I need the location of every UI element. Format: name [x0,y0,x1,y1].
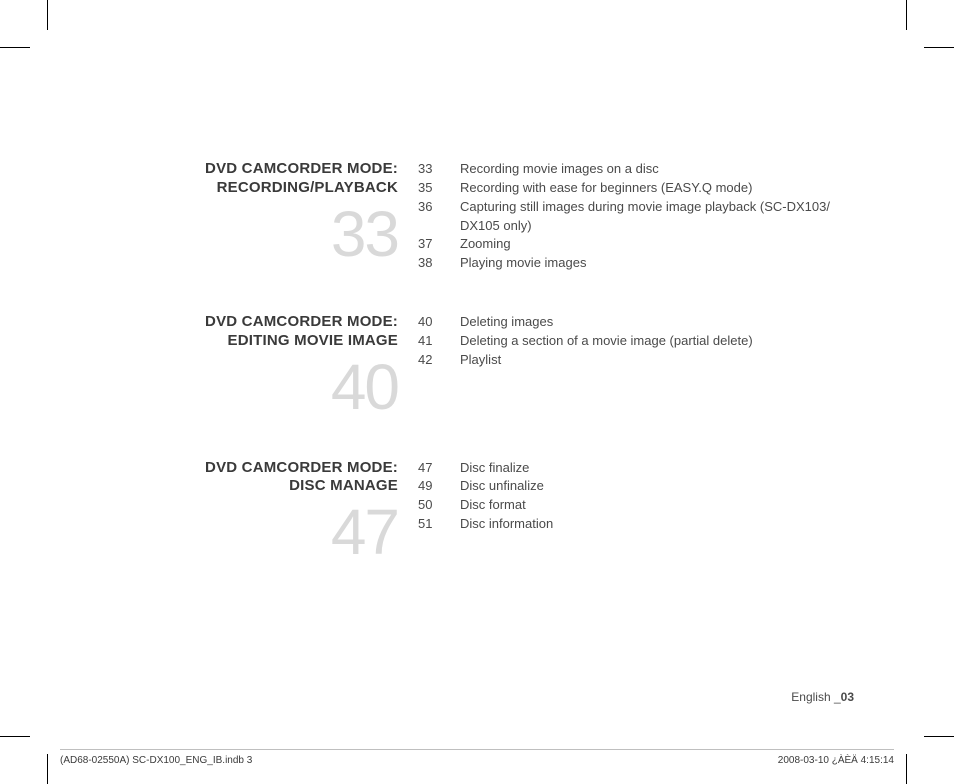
toc-entry-label: Disc unfinalize [460,477,858,496]
toc-section: DVD CAMCORDER MODE:RECORDING/PLAYBACK333… [178,160,858,273]
toc-entry: 47Disc finalize [418,459,858,478]
print-footer-right: 2008-03-10 ¿ÀÈÄ 4:15:14 [778,755,894,766]
crop-mark [906,754,907,784]
page-footer-language: English _03 [791,690,854,704]
toc-entry: 37Zooming [418,235,858,254]
crop-mark [47,754,48,784]
toc-entry: 33Recording movie images on a disc [418,160,858,179]
footer-language: English _ [791,690,840,704]
section-entries-col: 47Disc finalize49Disc unfinalize50Disc f… [418,459,858,565]
toc-entry-label: Disc format [460,496,858,515]
section-big-number: 33 [178,202,398,266]
crop-mark [0,47,30,48]
toc-entry-label: Disc information [460,515,858,534]
section-title-line1: DVD CAMCORDER MODE: [178,160,398,179]
section-entries-col: 40Deleting images41Deleting a section of… [418,313,858,419]
section-title-line2: DISC MANAGE [178,477,398,496]
toc-entry-label: Capturing still images during movie imag… [460,198,858,236]
section-heading-col: DVD CAMCORDER MODE:RECORDING/PLAYBACK 33 [178,160,418,273]
toc-entry-page: 35 [418,179,460,198]
toc-entry-label: Zooming [460,235,858,254]
toc-entry-label: Recording movie images on a disc [460,160,858,179]
toc-entry-page: 51 [418,515,460,534]
crop-mark [906,0,907,30]
section-big-number: 47 [178,500,398,564]
section-title-line2: RECORDING/PLAYBACK [178,179,398,198]
print-divider [60,749,894,750]
toc-entry-page: 50 [418,496,460,515]
toc-entry-label: Disc finalize [460,459,858,478]
toc-section: DVD CAMCORDER MODE:EDITING MOVIE IMAGE 40… [178,313,858,419]
crop-mark [924,47,954,48]
toc-entry-page: 33 [418,160,460,179]
toc-entry-page: 37 [418,235,460,254]
toc-section: DVD CAMCORDER MODE:DISC MANAGE4747Disc f… [178,459,858,565]
crop-mark [924,736,954,737]
toc-entry: 36Capturing still images during movie im… [418,198,858,236]
toc-entry-page: 38 [418,254,460,273]
section-title-line2: EDITING MOVIE IMAGE [178,332,398,351]
toc-entry-label: Deleting images [460,313,858,332]
section-title-line1: DVD CAMCORDER MODE: [178,459,398,478]
footer-page-number: 03 [841,690,854,704]
toc-content: DVD CAMCORDER MODE:RECORDING/PLAYBACK333… [178,160,858,604]
toc-entry: 49Disc unfinalize [418,477,858,496]
toc-entry: 35Recording with ease for beginners (EAS… [418,179,858,198]
toc-entry-label: Playlist [460,351,858,370]
section-heading-col: DVD CAMCORDER MODE:DISC MANAGE 47 [178,459,418,565]
section-big-number: 40 [178,355,398,419]
section-entries-col: 33Recording movie images on a disc35Reco… [418,160,858,273]
toc-entry-page: 36 [418,198,460,236]
page: DVD CAMCORDER MODE:RECORDING/PLAYBACK333… [0,0,954,784]
section-heading-col: DVD CAMCORDER MODE:EDITING MOVIE IMAGE 40 [178,313,418,419]
toc-entry-label: Deleting a section of a movie image (par… [460,332,858,351]
toc-entry-page: 40 [418,313,460,332]
toc-entry: 38Playing movie images [418,254,858,273]
toc-entry-page: 49 [418,477,460,496]
toc-entry: 51Disc information [418,515,858,534]
toc-entry-page: 47 [418,459,460,478]
toc-entry: 50Disc format [418,496,858,515]
toc-entry: 41Deleting a section of a movie image (p… [418,332,858,351]
toc-entry: 42Playlist [418,351,858,370]
print-footer: (AD68-02550A) SC-DX100_ENG_IB.indb 3 200… [60,755,894,766]
section-title-line1: DVD CAMCORDER MODE: [178,313,398,332]
crop-mark [47,0,48,30]
toc-entry-label: Recording with ease for beginners (EASY.… [460,179,858,198]
crop-mark [0,736,30,737]
toc-entry-label: Playing movie images [460,254,858,273]
toc-entry-page: 42 [418,351,460,370]
print-footer-left: (AD68-02550A) SC-DX100_ENG_IB.indb 3 [60,755,252,766]
toc-entry-page: 41 [418,332,460,351]
toc-entry: 40Deleting images [418,313,858,332]
